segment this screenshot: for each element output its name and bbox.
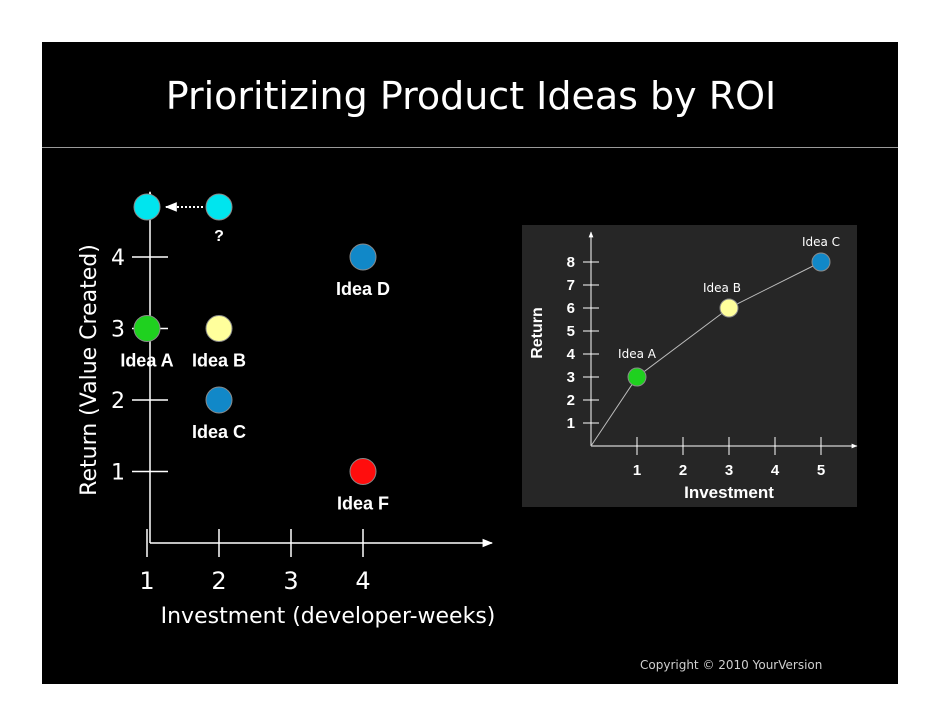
x-tick-label: 1 bbox=[139, 567, 154, 595]
x-axis-title: Investment (developer-weeks) bbox=[161, 604, 496, 629]
inset-point-label: Idea A bbox=[618, 347, 657, 361]
inset-y-tick-label: 8 bbox=[567, 254, 575, 271]
y-tick-label: 3 bbox=[111, 318, 125, 343]
data-point bbox=[205, 315, 233, 342]
x-tick-label: 3 bbox=[283, 567, 298, 595]
inset-y-tick-label: 4 bbox=[567, 346, 576, 363]
data-point bbox=[349, 243, 377, 271]
inset-data-point bbox=[811, 252, 831, 272]
inset-y-tick-label: 5 bbox=[567, 323, 575, 340]
point-label: ? bbox=[214, 228, 224, 245]
inset-x-axis-title: Investment bbox=[684, 483, 774, 502]
inset-point-label: Idea B bbox=[703, 281, 741, 295]
inset-x-tick-label: 4 bbox=[771, 462, 780, 479]
inset-x-tick-label: 2 bbox=[679, 462, 687, 479]
x-tick-label: 4 bbox=[355, 567, 370, 595]
y-tick-label: 4 bbox=[111, 246, 125, 271]
inset-data-point bbox=[627, 367, 647, 387]
inset-y-axis-title: Return bbox=[529, 307, 546, 359]
inset-x-tick-label: 1 bbox=[633, 462, 641, 479]
inset-y-tick-label: 3 bbox=[567, 369, 575, 386]
y-axis-title: Return (Value Created) bbox=[77, 244, 102, 496]
data-point bbox=[133, 315, 161, 342]
data-point bbox=[349, 458, 377, 485]
inset-series-line bbox=[590, 261, 822, 447]
inset-point-label: Idea C bbox=[802, 235, 840, 249]
data-point bbox=[133, 193, 161, 221]
main-scatter-chart: 1 2 3 4 1 2 3 4 Investment (developer-weeks) Retu… bbox=[77, 190, 496, 629]
inset-x-tick-label: 5 bbox=[817, 462, 825, 479]
inset-y-tick-label: 7 bbox=[567, 277, 575, 294]
inset-line-chart: 1 2 3 4 5 1 2 3 4 5 6 7 8 Investment Return Idea A Idea … bbox=[529, 231, 858, 502]
data-point bbox=[205, 193, 233, 221]
data-point bbox=[205, 386, 233, 414]
inset-data-point bbox=[719, 298, 739, 318]
y-tick-label: 1 bbox=[111, 461, 125, 486]
x-tick-label: 2 bbox=[211, 567, 226, 595]
inset-y-tick-label: 6 bbox=[567, 300, 575, 317]
inset-y-tick-label: 1 bbox=[567, 415, 575, 432]
point-label: Idea F bbox=[337, 494, 389, 514]
point-label: Idea D bbox=[336, 279, 390, 299]
title-divider bbox=[42, 147, 898, 148]
inset-x-tick-label: 3 bbox=[725, 462, 733, 479]
point-label: Idea C bbox=[192, 422, 246, 442]
page-title: Prioritizing Product Ideas by ROI bbox=[165, 74, 777, 118]
inset-y-tick-label: 2 bbox=[567, 392, 575, 409]
y-tick-label: 2 bbox=[111, 389, 125, 414]
copyright-text: Copyright © 2010 YourVersion bbox=[640, 658, 823, 672]
point-label: Idea B bbox=[192, 351, 246, 371]
point-label: Idea A bbox=[120, 351, 173, 371]
